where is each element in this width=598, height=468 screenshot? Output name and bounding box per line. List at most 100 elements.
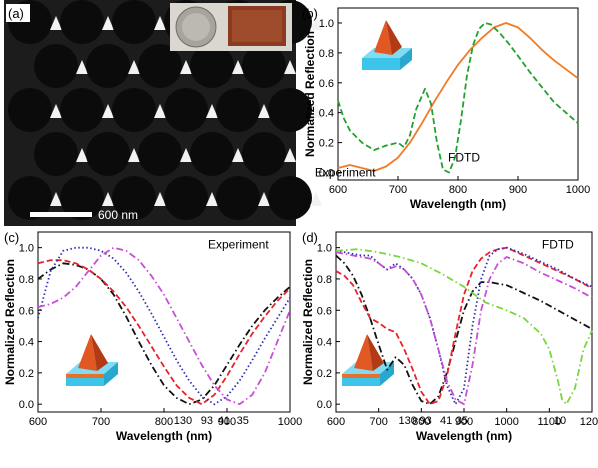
sem-hole: [60, 176, 104, 220]
series-line-3: [335, 251, 593, 406]
panel-label-a-bg: [6, 4, 30, 22]
x-tick-label: 800: [155, 416, 173, 428]
sem-hole: [216, 176, 260, 220]
chart-layer: 600 700 800 900 1000 0.0 0.2 0.4 0.6 0.8 1.0 Wavele…: [3, 7, 598, 443]
annotation: 41: [440, 415, 452, 427]
sem-hole: [268, 88, 312, 132]
sem-hole: [34, 132, 78, 176]
y-tick-label: 1.0: [19, 243, 34, 255]
x-axis-label: Wavelength (nm): [416, 429, 512, 443]
sem-hole: [112, 176, 156, 220]
x-tick-label: 600: [327, 416, 345, 428]
annotation: FDTD: [542, 238, 574, 252]
y-tick-label: 0.4: [317, 337, 332, 349]
y-tick-label: 0.8: [19, 274, 34, 286]
series-line-3: [37, 246, 291, 406]
y-tick-label: 0.6: [317, 305, 332, 317]
annotation: 41: [218, 415, 230, 427]
sem-particle: [154, 192, 166, 206]
sem-hole: [190, 44, 234, 88]
sem-particle: [310, 16, 322, 30]
sem-particle: [284, 148, 296, 162]
y-tick-label: 0.0: [317, 399, 332, 411]
y-tick-label: 1.0: [319, 18, 334, 30]
sem-hole: [86, 132, 130, 176]
sem-particle: [258, 104, 270, 118]
sem-hole: [112, 88, 156, 132]
y-tick-label: 0.2: [19, 368, 34, 380]
y-tick-label: 0.6: [19, 305, 34, 317]
coin-face-icon: [182, 13, 210, 41]
y-axis-label: Normalized Reflection: [301, 259, 315, 385]
x-tick-label: 900: [218, 416, 236, 428]
sem-particle: [154, 104, 166, 118]
sem-hole: [34, 44, 78, 88]
x-tick-label: 600: [329, 184, 347, 196]
y-axis-label: Normalized Reflection: [303, 31, 317, 157]
annotation: 10: [554, 415, 566, 427]
pyramid-inset-b-icon: [362, 20, 412, 70]
x-tick-label: 900: [509, 184, 527, 196]
annotation: 93: [201, 415, 213, 427]
sem-particle: [258, 192, 270, 206]
panel-label-a: (a): [8, 6, 24, 21]
y-tick-label: 0.0: [319, 168, 334, 180]
sem-hole: [60, 88, 104, 132]
chart-0: 600 700 800 900 1000 0.0 0.2 0.4 0.6 0.8 1.0 Wavele…: [303, 7, 590, 211]
pyramid-inset-c-icon: [66, 334, 118, 386]
annotation: Experiment: [208, 238, 269, 252]
sem-hole: [86, 44, 130, 88]
x-tick-label: 600: [29, 416, 47, 428]
series-line-0: [335, 254, 593, 406]
sem-particle: [180, 60, 192, 74]
y-tick-label: 0.4: [319, 108, 334, 120]
sem-hole: [8, 88, 52, 132]
annotation: 93: [419, 415, 431, 427]
sem-hole: [242, 132, 286, 176]
sem-particle: [284, 60, 296, 74]
panel-label-d: (d): [302, 230, 318, 245]
annotation: 130: [399, 415, 417, 427]
sem-particle: [154, 16, 166, 30]
sem-hole: [8, 176, 52, 220]
panel-label-c: (c): [4, 230, 19, 245]
x-tick-label: 800: [412, 416, 430, 428]
y-tick-label: 0.8: [317, 274, 332, 286]
x-tick-label: 1000: [278, 416, 302, 428]
y-tick-label: 0.0: [19, 399, 34, 411]
sem-hole: [268, 176, 312, 220]
sem-hole: [242, 44, 286, 88]
sem-particle: [206, 104, 218, 118]
sem-particle: [102, 104, 114, 118]
scale-bar-label: 600 nm: [98, 208, 138, 222]
series-line-1: [335, 246, 593, 406]
panel-label-b: (b): [302, 6, 318, 21]
x-tick-label: 900: [455, 416, 473, 428]
sem-particle: [232, 148, 244, 162]
x-tick-label: 1000: [566, 184, 590, 196]
sem-particle: [310, 104, 322, 118]
scale-bar: [30, 212, 92, 217]
sem-hole: [112, 0, 156, 44]
sem-hole: [138, 44, 182, 88]
y-tick-label: 0.8: [319, 48, 334, 60]
x-tick-label: 700: [369, 416, 387, 428]
series-line-1: [37, 259, 291, 406]
sem-particle: [206, 192, 218, 206]
sem-particle: [102, 192, 114, 206]
annotation: FDTD: [448, 151, 480, 165]
sem-panel: 600 nm (a): [4, 0, 322, 226]
sem-particle: [180, 148, 192, 162]
sem-particle: [310, 192, 322, 206]
x-axis-label: Wavelength (nm): [410, 197, 506, 211]
annotation: Experiment: [315, 166, 376, 180]
series-line-0: [37, 262, 291, 406]
sem-particle: [128, 148, 140, 162]
sem-particle: [128, 60, 140, 74]
pyramid-inset-d-icon: [342, 334, 394, 386]
sem-particle: [76, 148, 88, 162]
y-tick-label: 0.6: [319, 78, 334, 90]
